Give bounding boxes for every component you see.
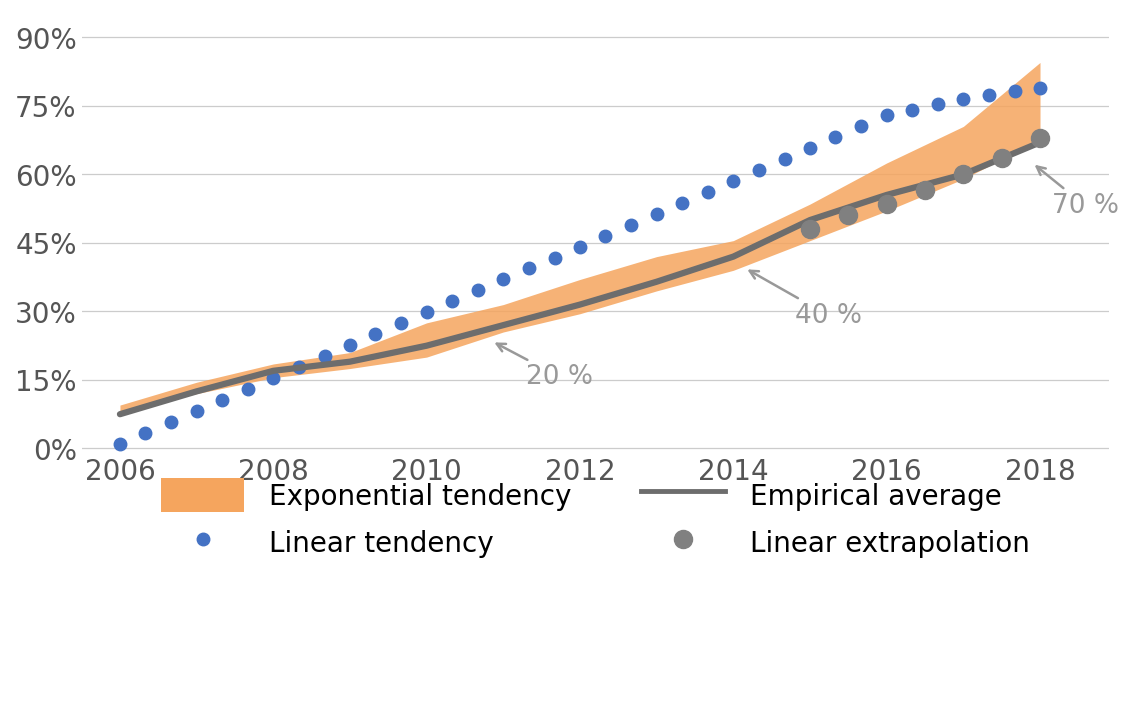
Text: 70 %: 70 % <box>1036 167 1118 219</box>
Text: 40 %: 40 % <box>750 271 861 328</box>
Text: 20 %: 20 % <box>496 344 593 390</box>
Legend: Exponential tendency, Linear tendency, Empirical average, Linear extrapolation: Exponential tendency, Linear tendency, E… <box>149 467 1041 571</box>
